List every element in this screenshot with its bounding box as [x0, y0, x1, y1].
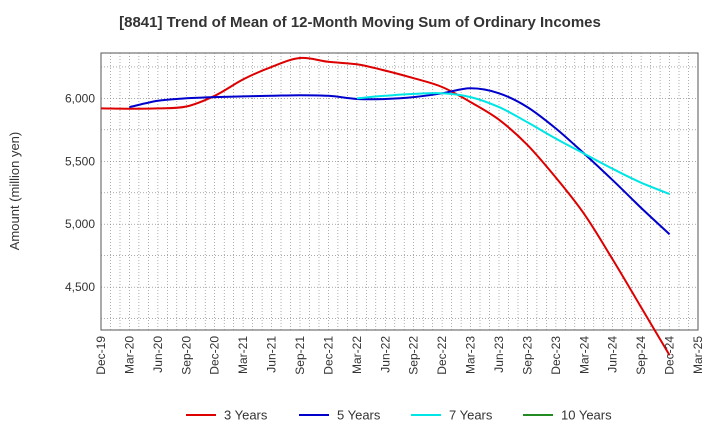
- y-axis-label: Amount (million yen): [7, 132, 22, 251]
- x-tick-label: Sep-20: [179, 336, 193, 375]
- x-tick-label: Dec-24: [663, 336, 677, 375]
- y-tick-label: 4,500: [65, 280, 95, 294]
- x-tick-label: Mar-21: [236, 336, 250, 374]
- x-tick-label: Sep-21: [293, 336, 307, 375]
- x-tick-label: Sep-22: [407, 336, 421, 375]
- x-tick-label: Jun-23: [492, 336, 506, 373]
- x-tick-label: Jun-21: [265, 336, 279, 373]
- series-lines: [100, 56, 671, 356]
- x-tick-label: Dec-23: [549, 336, 563, 375]
- plot-area: [100, 52, 699, 331]
- y-tick-label: 5,500: [65, 154, 95, 168]
- y-tick-labels: 4,500 5,000 5,500 6,000: [65, 91, 95, 294]
- x-tick-label: Dec-19: [94, 336, 108, 375]
- y-tick-label: 5,000: [65, 217, 95, 231]
- x-tick-label: Jun-22: [378, 336, 392, 373]
- legend-label-3-years: 3 Years: [224, 408, 268, 423]
- x-tick-label: Mar-25: [691, 336, 705, 374]
- y-tick-label: 6,000: [65, 91, 95, 105]
- grid-lines: [101, 53, 698, 330]
- x-tick-label: Dec-21: [321, 336, 335, 375]
- x-tick-label: Mar-23: [464, 336, 478, 374]
- legend-label-10-years: 10 Years: [561, 408, 612, 423]
- legend: 3 Years 5 Years 7 Years 10 Years: [186, 408, 612, 423]
- x-tick-label: Jun-24: [606, 336, 620, 373]
- legend-label-7-years: 7 Years: [449, 408, 493, 423]
- series-line-7-years: [356, 92, 670, 195]
- x-tick-label: Mar-22: [350, 336, 364, 374]
- legend-label-5-years: 5 Years: [337, 408, 381, 423]
- x-tick-label: Mar-24: [577, 336, 591, 374]
- x-tick-label: Dec-22: [435, 336, 449, 375]
- series-line-3-years: [100, 56, 671, 356]
- x-tick-label: Mar-20: [122, 336, 136, 374]
- x-tick-label: Sep-23: [520, 336, 534, 375]
- x-tick-labels: Dec-19 Mar-20 Jun-20 Sep-20 Dec-20 Mar-21 Jun-…: [94, 336, 705, 375]
- x-tick-label: Jun-20: [151, 336, 165, 373]
- x-tick-label: Sep-24: [634, 336, 648, 375]
- chart-title: [8841] Trend of Mean of 12-Month Moving …: [119, 14, 601, 31]
- x-tick-label: Dec-20: [208, 336, 222, 375]
